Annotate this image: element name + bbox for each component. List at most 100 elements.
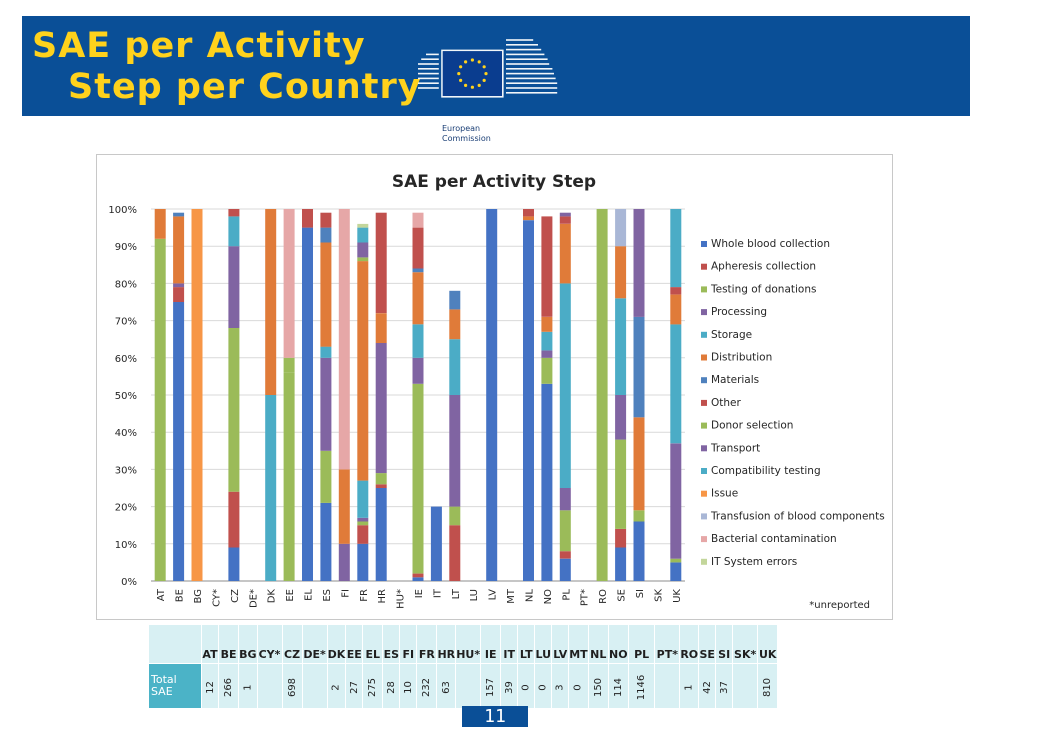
legend-label: Materials — [711, 374, 759, 386]
table-column-header: MT — [568, 624, 589, 664]
bar-segment — [375, 484, 387, 488]
bar-segment — [541, 331, 553, 351]
european-commission-logo: European Commission — [408, 28, 583, 148]
bar-segment — [412, 357, 424, 384]
table-value-cell: 28 — [382, 663, 401, 709]
bar-segment — [320, 450, 332, 503]
header-banner: SAE per Activity Step per Country — [22, 16, 970, 116]
table-column-header: RO — [679, 624, 700, 664]
x-tick-label: IE — [414, 589, 425, 598]
eu-star-icon — [482, 65, 486, 69]
eu-flag — [442, 51, 502, 96]
legend-label: Bacterial contamination — [711, 533, 837, 545]
x-tick-label: PT* — [580, 589, 591, 606]
bar-segment — [633, 521, 645, 581]
legend-swatch — [701, 286, 707, 293]
eu-star-icon — [464, 60, 468, 64]
x-tick-label: LV — [488, 589, 499, 600]
eu-star-icon — [457, 72, 461, 76]
bar-segment — [633, 316, 645, 418]
bar-segment — [559, 216, 571, 224]
legend-swatch — [701, 536, 707, 543]
bar-segment — [449, 290, 461, 310]
x-tick-label: AT — [156, 588, 167, 601]
table-column-header: ES — [382, 624, 401, 664]
table-value-text: 0 — [572, 683, 584, 691]
legend-label: Testing of donations — [710, 283, 816, 295]
table-column-header: FR — [416, 624, 438, 664]
bar-segment — [338, 469, 350, 544]
bar-segment — [357, 257, 369, 262]
eu-star-icon — [484, 72, 488, 76]
y-tick-label: 10% — [115, 540, 137, 551]
table-value-text: 12 — [204, 680, 216, 694]
legend-label: Issue — [711, 488, 738, 500]
legend-swatch — [701, 309, 707, 316]
x-tick-label: NL — [525, 589, 536, 602]
bar-segment — [670, 287, 682, 295]
table-value-text: 1 — [683, 683, 695, 691]
table-value-cell: 2 — [326, 663, 347, 709]
logo-text-line-1: European — [442, 124, 481, 133]
bar-segment — [320, 357, 332, 451]
table-value-cell: 266 — [217, 663, 240, 709]
bar-segment — [559, 212, 571, 217]
table-column-header: EE — [345, 624, 364, 664]
bar-segment — [357, 517, 369, 522]
bar-segment — [615, 209, 627, 247]
bar-segment — [449, 525, 461, 581]
bar-segment — [670, 294, 682, 325]
y-tick-label: 90% — [115, 242, 137, 253]
bar-segment — [670, 443, 682, 559]
legend-swatch — [701, 331, 707, 338]
bar-segment — [449, 309, 461, 340]
x-tick-label: SK — [653, 589, 664, 602]
x-tick-label: LU — [469, 589, 480, 601]
table-corner-cell — [148, 624, 202, 664]
x-tick-label: CY* — [211, 589, 222, 607]
legend-label: Transfusion of blood components — [710, 510, 885, 522]
x-tick-label: MT — [506, 588, 517, 604]
bar-segment — [615, 298, 627, 395]
x-tick-label: DK — [267, 589, 278, 604]
bar-segment — [173, 212, 185, 217]
bar-segment — [412, 577, 424, 581]
table-value-cell: 1146 — [627, 663, 656, 709]
bars: AT BE BG CY* CZ DE* DK EE EL ES FI FR HR HU* IE IT LT LU L… — [154, 209, 683, 609]
bar-segment — [191, 209, 203, 581]
table-value-cell — [732, 663, 759, 709]
bar-segment — [320, 212, 332, 228]
table-value-text: 2 — [330, 683, 342, 691]
table-column-header: AT — [201, 624, 219, 664]
table-value-cell: 810 — [757, 663, 779, 709]
slide-title: SAE per Activity Step per Country — [32, 26, 422, 108]
table-value-cell: 39 — [500, 663, 519, 709]
bar-segment — [375, 473, 387, 485]
bar-segment — [596, 209, 608, 581]
y-tick-label: 0% — [121, 577, 137, 588]
bar-segment — [412, 268, 424, 273]
eu-star-icon — [477, 60, 481, 64]
bar-segment — [173, 216, 185, 284]
bar-segment — [357, 521, 369, 526]
bar-segment — [449, 506, 461, 526]
table-value-text: 150 — [592, 677, 604, 697]
title-line-2: Step per Country — [68, 67, 422, 107]
bar-segment — [228, 547, 240, 581]
table-value-cell: 3 — [551, 663, 570, 709]
legend-label: Donor selection — [711, 420, 793, 432]
bar-segment — [320, 502, 332, 581]
bar-segment — [357, 261, 369, 481]
bar-segment — [670, 558, 682, 563]
legend-swatch — [701, 490, 707, 497]
bar-segment — [412, 212, 424, 228]
bar-segment — [449, 395, 461, 507]
legend-swatch — [701, 263, 707, 270]
legend-swatch — [701, 377, 707, 384]
legend-label: Apheresis collection — [711, 261, 816, 273]
bar-segment — [559, 488, 571, 511]
legend-label: Other — [711, 397, 741, 409]
eu-star-icon — [459, 65, 463, 69]
bar-segment — [559, 510, 571, 552]
bar-segment — [228, 216, 240, 247]
